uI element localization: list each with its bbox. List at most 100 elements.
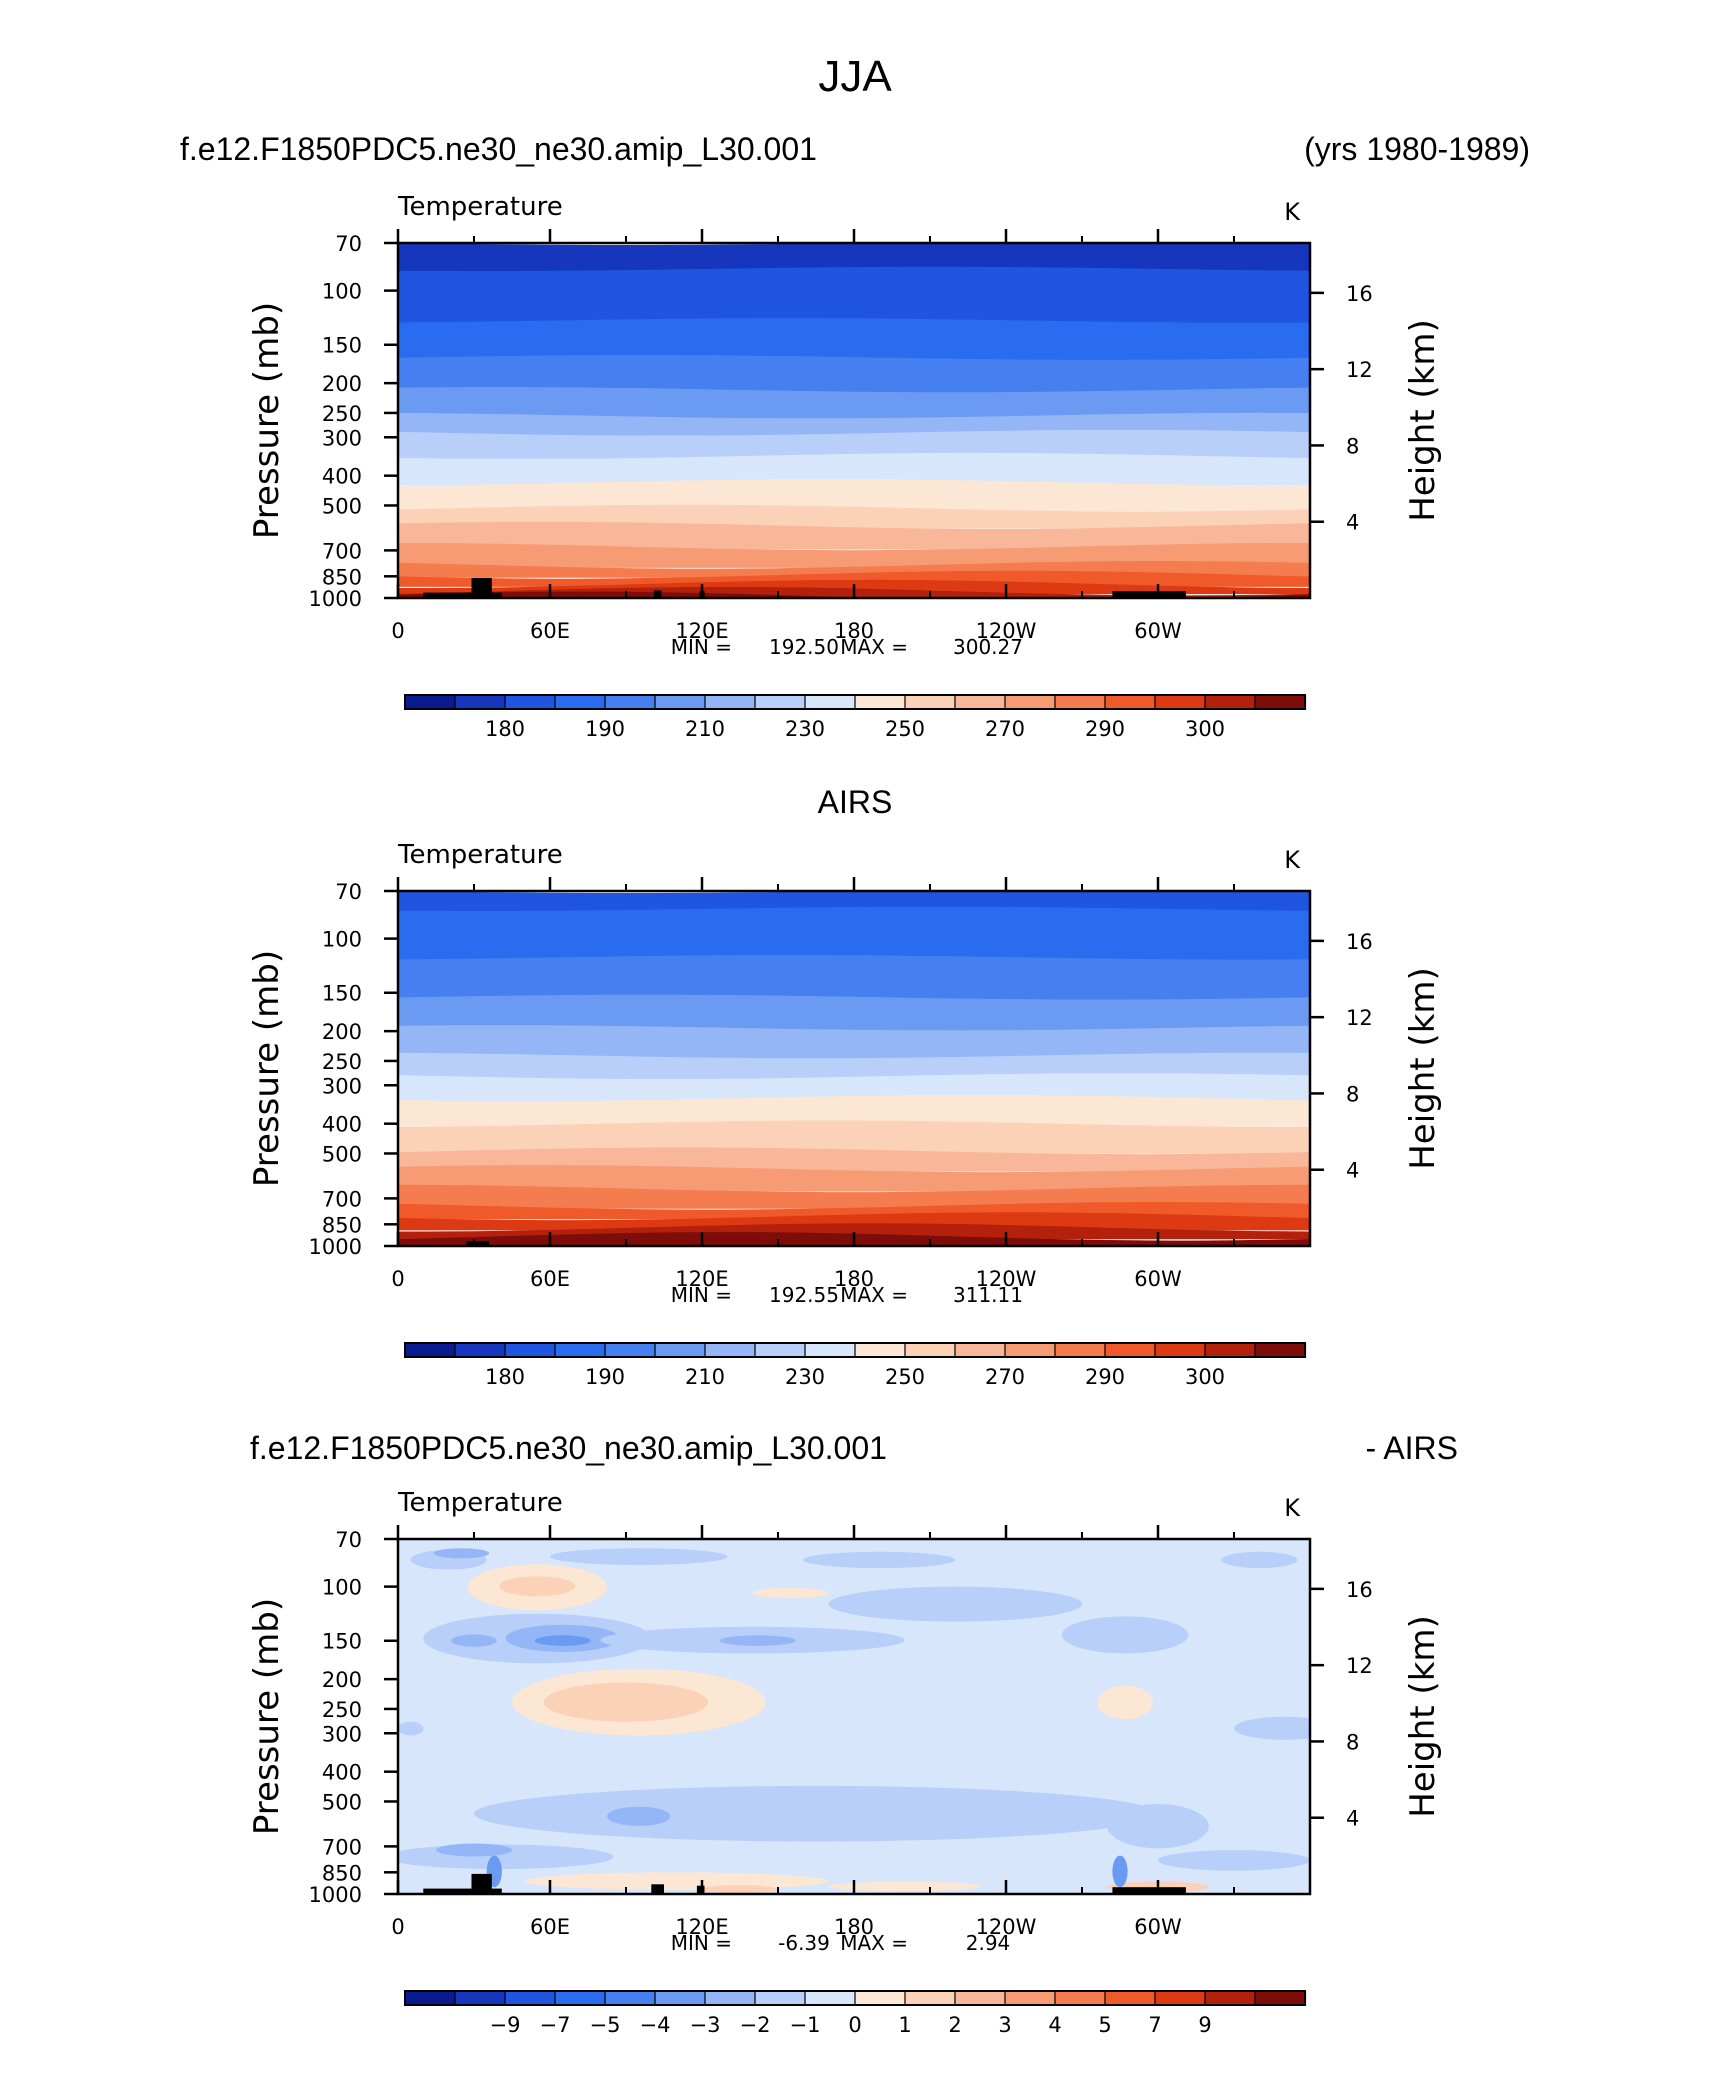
colorbar-box-2	[454, 1342, 507, 1358]
colorbar-box-17	[1204, 694, 1257, 710]
y-right-tick-label: 4	[1346, 1159, 1359, 1183]
contour-band-2	[398, 266, 1310, 324]
contour-band-12	[398, 542, 1310, 568]
x-tick-label: 60E	[530, 619, 570, 643]
contour-band-1	[398, 243, 1310, 272]
y-tick-label: 1000	[309, 1883, 362, 1907]
contour-band-9	[398, 479, 1310, 512]
colorbar-box-10	[854, 1990, 907, 2006]
colorbar-box-11	[904, 1342, 957, 1358]
y-axis-label: Pressure (mb)	[247, 950, 287, 1187]
colorbar-box-9	[804, 1342, 857, 1358]
colorbar-box-6	[654, 694, 707, 710]
y-right-tick-label: 4	[1346, 1807, 1359, 1831]
colorbar-frame	[404, 694, 1306, 710]
colorbar-box-1	[404, 1990, 457, 2006]
y-tick-label: 300	[322, 1074, 362, 1098]
colorbar-label: 290	[1085, 717, 1125, 741]
panel3-suffix: - AIRS	[1366, 1430, 1458, 1466]
colorbar-box-5	[604, 1990, 657, 2006]
max-value: 2.94	[966, 1931, 1011, 1955]
units-label: K	[1284, 1494, 1301, 1522]
contour-band-6	[398, 1052, 1310, 1080]
colorbar-label: 300	[1185, 1365, 1225, 1389]
contour-band-11	[398, 1165, 1310, 1192]
y-right-tick-label: 12	[1346, 1006, 1373, 1030]
contour-region-32	[1112, 1855, 1128, 1888]
contour-region-19	[1097, 1685, 1153, 1720]
contour-region-13	[451, 1634, 497, 1647]
colorbar-box-12	[954, 1990, 1007, 2006]
colorbar-label: −7	[540, 2013, 571, 2037]
contour-region-15	[719, 1635, 796, 1646]
max-value: 300.27	[953, 635, 1023, 659]
y-tick-label: 1000	[309, 1235, 362, 1259]
contour-band-4	[398, 355, 1310, 393]
contour-region-22	[474, 1785, 1158, 1842]
y-tick-label: 250	[322, 1698, 362, 1722]
variable-label: Temperature	[397, 840, 563, 870]
colorbar-label: 190	[585, 1365, 625, 1389]
colorbar-label: 2	[948, 2013, 961, 2037]
colorbar-box-15	[1104, 694, 1157, 710]
terrain-block-3	[653, 590, 662, 598]
colorbar-box-16	[1154, 694, 1207, 710]
colorbar-box-7	[704, 1342, 757, 1358]
x-tick-label: 60E	[530, 1915, 570, 1939]
terrain-block-1	[423, 1888, 502, 1894]
contour-band-14	[398, 1212, 1310, 1231]
contour-band-9	[398, 1120, 1310, 1154]
y-tick-label: 850	[322, 1213, 362, 1237]
colorbar-box-1	[404, 1342, 457, 1358]
colorbar-box-6	[654, 1990, 707, 2006]
colorbar-label: −9	[490, 2013, 521, 2037]
terrain-block-1	[466, 1241, 490, 1246]
units-label: K	[1284, 198, 1301, 226]
colorbar-box-9	[804, 694, 857, 710]
terrain-block-2	[471, 1873, 492, 1894]
y-axis-label-right: Height (km)	[1403, 1615, 1443, 1818]
colorbar-frame	[404, 1342, 1306, 1358]
colorbar-box-15	[1104, 1342, 1157, 1358]
x-tick-label: 0	[391, 1267, 404, 1291]
x-tick-label: 0	[391, 1915, 404, 1939]
panel3-case-name: f.e12.F1850PDC5.ne30_ne30.amip_L30.001	[250, 1430, 887, 1466]
min-label: MIN =	[671, 1931, 732, 1955]
contour-region-21	[398, 1721, 424, 1736]
x-tick-label: 120E	[675, 1915, 728, 1939]
y-tick-label: 70	[335, 232, 362, 256]
y-tick-label: 250	[322, 1050, 362, 1074]
colorbar-box-16	[1154, 1990, 1207, 2006]
colorbar-box-14	[1054, 1342, 1107, 1358]
panel-obs: 0 60E 120E 180 120W 60W7010015020025030040050…	[247, 840, 1443, 1389]
colorbar-box-8	[754, 1342, 807, 1358]
y-tick-label: 150	[322, 982, 362, 1006]
contour-region-3	[550, 1548, 728, 1565]
colorbar-box-4	[554, 694, 607, 710]
y-tick-label: 500	[322, 1142, 362, 1166]
colorbar-label: 0	[848, 2013, 861, 2037]
colorbar-label: 7	[1148, 2013, 1161, 2037]
colorbar-label: 290	[1085, 1365, 1125, 1389]
contour-band-7	[398, 1073, 1310, 1101]
colorbar-box-8	[754, 1990, 807, 2006]
max-label: MAX =	[840, 635, 908, 659]
colorbar-label: 230	[785, 717, 825, 741]
colorbar-box-9	[804, 1990, 857, 2006]
colorbar-box-5	[604, 1342, 657, 1358]
colorbar-box-18	[1254, 1990, 1307, 2006]
y-tick-label: 100	[322, 1576, 362, 1600]
contour-band-5	[398, 387, 1310, 419]
x-tick-label: 60E	[530, 1267, 570, 1291]
colorbar-box-2	[454, 1990, 507, 2006]
contour-band-3	[398, 318, 1310, 361]
y-tick-label: 200	[322, 372, 362, 396]
max-value: 311.11	[953, 1283, 1023, 1307]
colorbar-box-11	[904, 694, 957, 710]
contour-band-3	[398, 955, 1310, 1001]
colorbar-box-7	[704, 694, 757, 710]
min-value: 192.55	[769, 1283, 839, 1307]
y-tick-label: 850	[322, 565, 362, 589]
min-value: -6.39	[778, 1931, 830, 1955]
colorbar-label: 250	[885, 1365, 925, 1389]
